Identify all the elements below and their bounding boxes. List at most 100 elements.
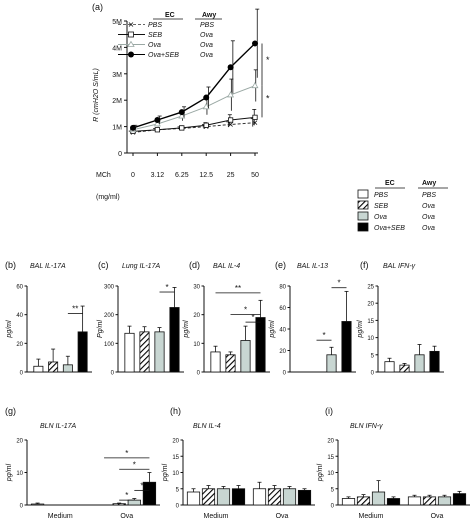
significance-star: **	[235, 284, 241, 293]
point-a	[154, 117, 161, 123]
panel-label: (b)	[5, 260, 16, 270]
significance-star: *	[244, 305, 247, 314]
significance-star: *	[125, 491, 128, 500]
y-tick-label: 10	[172, 471, 179, 477]
bar	[210, 351, 221, 373]
point-a	[252, 114, 258, 120]
legend-a-ec: SEB	[148, 32, 162, 39]
x-tick-label-a: 6.25	[175, 172, 189, 179]
y-tick-label: 0	[20, 504, 24, 510]
bar	[124, 332, 135, 373]
legend-a-marker	[127, 40, 135, 47]
bar	[282, 488, 297, 506]
significance-star: *	[322, 331, 325, 340]
bar	[422, 496, 437, 506]
point-a	[202, 102, 210, 110]
bar	[231, 488, 246, 506]
x-tick-label-a: 50	[251, 172, 259, 179]
point-a	[178, 112, 186, 119]
significance-star: *	[133, 460, 136, 469]
bar	[62, 364, 73, 373]
legend-b-awy: Ova	[422, 225, 435, 232]
legend-a-awy: Ova	[200, 32, 213, 39]
bar	[356, 496, 371, 506]
point-a	[252, 120, 258, 125]
legend-a-marker	[128, 31, 134, 38]
point-a	[252, 40, 258, 47]
group-label: Ova	[431, 513, 444, 520]
legend-b-ec: Ova+SEB	[374, 225, 405, 232]
point-a	[153, 120, 161, 127]
x-tick-label-a: 12.5	[199, 172, 213, 179]
y-tick-label: 20	[279, 349, 286, 355]
legend-a-awy: PBS	[200, 22, 214, 29]
x-axis-label-a: MCh	[96, 172, 111, 179]
bar	[201, 488, 216, 506]
panel-label: (e)	[275, 260, 286, 270]
y-tick-label: 60	[16, 285, 23, 291]
panel-label: (h)	[170, 406, 181, 416]
significance-star: *	[251, 313, 254, 322]
panel-title: BAL IL-13	[297, 263, 328, 270]
annotation-a: *	[266, 55, 270, 65]
significance-star: **	[72, 305, 78, 314]
significance-star: *	[337, 279, 340, 288]
panel-title: BAL IFN-γ	[383, 263, 416, 270]
y-tick-label: 25	[367, 285, 374, 291]
legend-b-ec: Ova	[374, 214, 387, 221]
bar	[169, 307, 180, 373]
bar	[452, 493, 467, 506]
y-tick-label-a: 1M	[112, 125, 122, 132]
bar	[437, 496, 452, 506]
y-tick-label: 200	[104, 313, 115, 319]
panel-label: (f)	[360, 260, 369, 270]
bar	[48, 361, 59, 373]
x-tick-label-a: 25	[227, 172, 235, 179]
legend-b-ec: SEB	[374, 203, 388, 210]
legend-b-awy: Ova	[422, 214, 435, 221]
legend-b-awy: PBS	[422, 192, 436, 199]
point-a	[130, 124, 136, 131]
y-tick-label: 0	[331, 504, 335, 510]
y-tick-label: 15	[327, 455, 334, 461]
bar	[341, 321, 352, 373]
point-a	[228, 122, 233, 127]
group-label: Medium	[48, 513, 73, 520]
y-tick-label: 20	[327, 439, 334, 445]
y-axis-label: pg/ml	[162, 464, 169, 483]
legend-a-ec-header: EC	[165, 12, 175, 19]
panel-title: BLN IL-17A	[40, 423, 77, 430]
y-tick-label: 100	[104, 342, 115, 348]
panel-label: (g)	[5, 406, 16, 416]
point-a	[227, 64, 234, 71]
annotation-a: *	[266, 94, 270, 104]
panel-title: BLN IFN-γ	[350, 423, 383, 430]
y-axis-label: Pg/ml	[97, 320, 104, 338]
legend-a-ec: Ova+SEB	[148, 52, 179, 59]
bar	[142, 481, 157, 506]
y-axis-label-a: R (cmH2O S/mL)	[93, 68, 100, 122]
y-axis-label: pg/ml	[269, 320, 276, 339]
bar	[267, 488, 282, 506]
y-tick-label: 5	[371, 353, 375, 359]
panel-title: BAL IL-4	[213, 263, 240, 270]
y-tick-label: 20	[367, 302, 374, 308]
y-tick-label: 20	[193, 313, 200, 319]
y-tick-label-a: 3M	[112, 72, 122, 79]
y-axis-label: pg/ml	[6, 464, 13, 483]
y-tick-label: 10	[16, 471, 23, 477]
bar	[326, 354, 337, 373]
y-tick-label: 80	[279, 285, 286, 291]
legend-b-swatch	[357, 200, 369, 210]
series-line-2	[132, 116, 256, 132]
panel-title: BLN IL-4	[193, 423, 221, 430]
bar	[407, 496, 422, 506]
point-a	[251, 81, 259, 89]
y-tick-label-a: 5M	[112, 19, 122, 26]
bar	[225, 354, 236, 373]
legend-b-ec: PBS	[374, 192, 388, 199]
bar	[297, 489, 312, 506]
bar	[414, 354, 425, 373]
point-a	[203, 94, 210, 101]
bar	[240, 340, 251, 373]
